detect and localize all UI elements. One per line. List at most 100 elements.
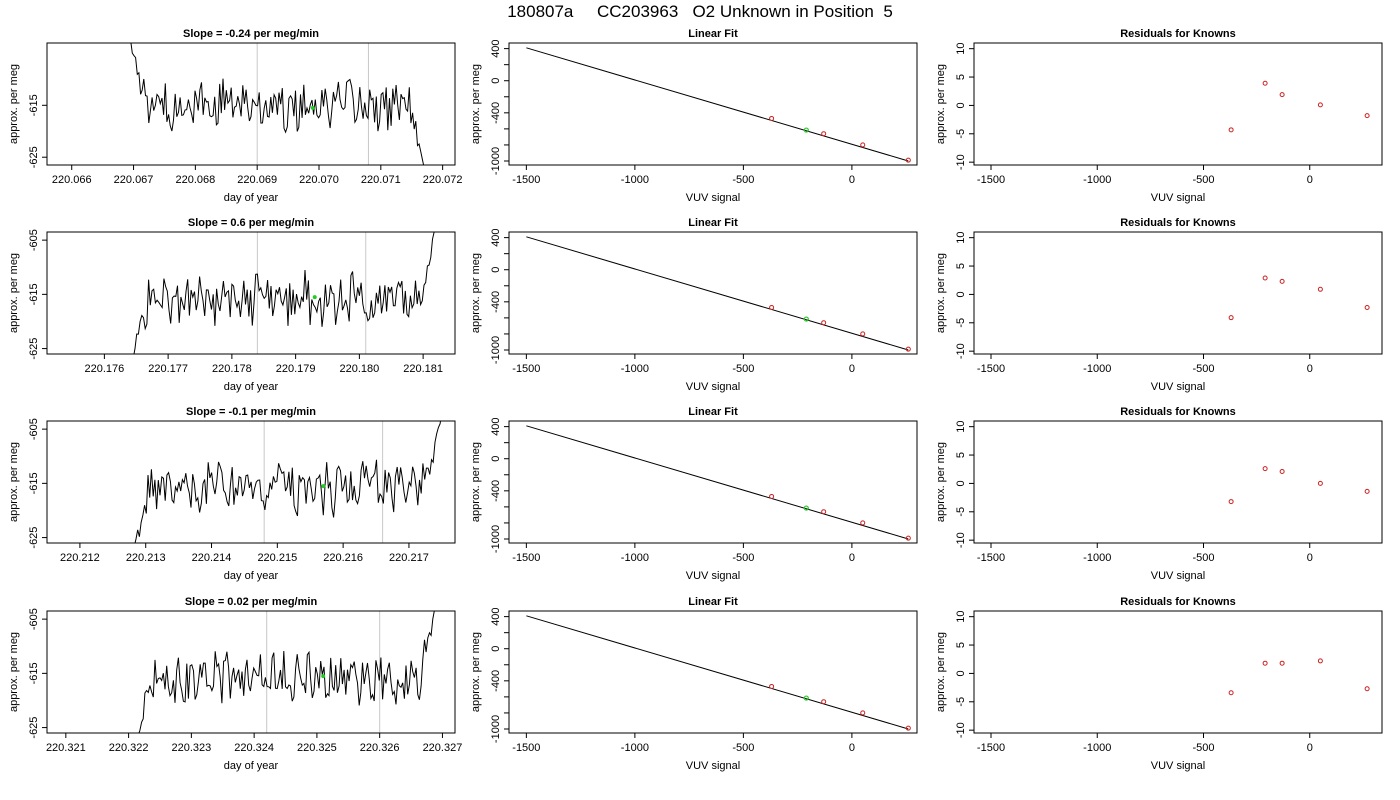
x-tick-label: -1500 <box>977 552 1005 564</box>
known-point <box>905 157 911 163</box>
x-axis-label: VUV signal <box>686 570 740 582</box>
y-tick-label: -10 <box>955 343 967 359</box>
panel-title: Linear Fit <box>688 28 738 40</box>
known-point <box>821 131 827 137</box>
unknown-point <box>803 316 809 322</box>
plot-area <box>526 615 911 731</box>
x-tick-label: 220.212 <box>60 552 100 564</box>
x-tick-label: 220.327 <box>423 742 463 754</box>
panel-11: Linear Fit -1500 -1000 -500 0 400 0 -400 -1000 VU… <box>470 596 918 772</box>
x-axis-label: day of year <box>224 381 279 393</box>
y-tick-label: -625 <box>28 146 40 168</box>
y-tick-label: 400 <box>490 228 502 246</box>
panel-title: Linear Fit <box>688 596 738 608</box>
residual-point <box>1228 315 1234 321</box>
figure-title: 180807a CC203963 O2 Unknown in Position … <box>507 2 893 21</box>
plot-frame <box>508 610 918 734</box>
y-tick-label: -1000 <box>490 715 502 743</box>
plot-area <box>138 611 435 733</box>
y-axis-label: approx. per meg <box>8 253 20 333</box>
y-tick-label: -1000 <box>490 147 502 175</box>
residual-point <box>1228 499 1234 505</box>
x-axis-label: day of year <box>224 192 279 204</box>
x-tick-label: 220.067 <box>114 174 154 186</box>
y-tick-label: -605 <box>28 418 40 440</box>
y-tick-label: -10 <box>955 532 967 548</box>
known-point <box>821 509 827 515</box>
panel-5: Linear Fit -1500 -1000 -500 0 400 0 -400 -1000 VU… <box>470 217 918 393</box>
x-axis-label: VUV signal <box>1151 192 1205 204</box>
panel-title: Residuals for Knowns <box>1120 217 1236 229</box>
panel-title: Linear Fit <box>688 406 738 418</box>
x-axis-label: day of year <box>224 760 279 772</box>
y-axis-label: approx. per meg <box>8 64 20 144</box>
residual-point <box>1364 686 1370 692</box>
plot-frame <box>508 420 918 544</box>
x-axis-label: VUV signal <box>686 192 740 204</box>
plot-frame <box>46 42 456 166</box>
known-point <box>905 535 911 541</box>
y-tick-label: 0 <box>955 480 967 486</box>
x-tick-label: -1500 <box>512 363 540 375</box>
y-tick-label: -615 <box>28 472 40 494</box>
y-tick-label: -625 <box>28 717 40 739</box>
y-tick-label: -5 <box>955 129 967 139</box>
data-trace <box>134 421 442 543</box>
residual-point <box>1364 304 1370 310</box>
y-tick-label: -1000 <box>490 525 502 553</box>
x-axis-label: VUV signal <box>686 381 740 393</box>
y-tick-label: -400 <box>490 480 502 502</box>
y-tick-label: -1000 <box>490 336 502 364</box>
x-tick-label: -1000 <box>621 742 649 754</box>
known-point <box>860 331 866 337</box>
x-tick-label: 220.178 <box>212 363 252 375</box>
plot-frame <box>973 42 1383 166</box>
plot-area <box>1228 658 1370 696</box>
data-trace <box>138 611 435 733</box>
data-trace <box>130 43 425 165</box>
known-point <box>769 304 775 310</box>
fit-line <box>526 615 909 730</box>
y-axis-label: approx. per meg <box>470 442 482 522</box>
x-tick-label: -1500 <box>512 174 540 186</box>
y-tick-label: 0 <box>490 646 502 652</box>
unknown-marker <box>321 484 326 489</box>
x-tick-label: 0 <box>849 363 855 375</box>
residual-point <box>1364 488 1370 494</box>
x-tick-label: 220.326 <box>360 742 400 754</box>
y-tick-label: 5 <box>955 263 967 269</box>
x-axis-label: VUV signal <box>1151 381 1205 393</box>
residual-point <box>1317 102 1323 108</box>
plot-area <box>526 236 911 352</box>
x-tick-label: 0 <box>849 174 855 186</box>
residual-point <box>1262 466 1268 472</box>
panel-title: Residuals for Knowns <box>1120 596 1236 608</box>
panel-1: Slope = -0.24 per meg/min 220.066 220.067 2… <box>8 28 463 204</box>
y-tick-label: -615 <box>28 662 40 684</box>
y-tick-label: 10 <box>955 611 967 623</box>
y-tick-label: 10 <box>955 421 967 433</box>
y-tick-label: -605 <box>28 229 40 251</box>
known-point <box>905 346 911 352</box>
fit-line <box>526 236 909 351</box>
x-tick-label: 220.179 <box>276 363 316 375</box>
y-tick-label: 5 <box>955 642 967 648</box>
plot-frame <box>508 42 918 166</box>
known-point <box>769 683 775 689</box>
x-axis-label: VUV signal <box>686 760 740 772</box>
x-tick-label: 220.323 <box>171 742 211 754</box>
residual-point <box>1262 275 1268 281</box>
residual-point <box>1317 658 1323 664</box>
y-tick-label: 0 <box>490 456 502 462</box>
panel-12: Residuals for Knowns -1500 -1000 -500 0 10 5 0 -… <box>935 596 1383 772</box>
y-tick-label: -10 <box>955 722 967 738</box>
plot-area <box>1228 466 1370 505</box>
x-tick-label: 220.180 <box>339 363 379 375</box>
x-tick-label: -1000 <box>1083 363 1111 375</box>
panel-10: Slope = 0.02 per meg/min 220.321 220.322 22… <box>8 596 462 772</box>
x-tick-label: -1000 <box>621 363 649 375</box>
known-point <box>821 699 827 705</box>
unknown-marker <box>312 295 317 300</box>
x-tick-label: -500 <box>732 552 754 564</box>
